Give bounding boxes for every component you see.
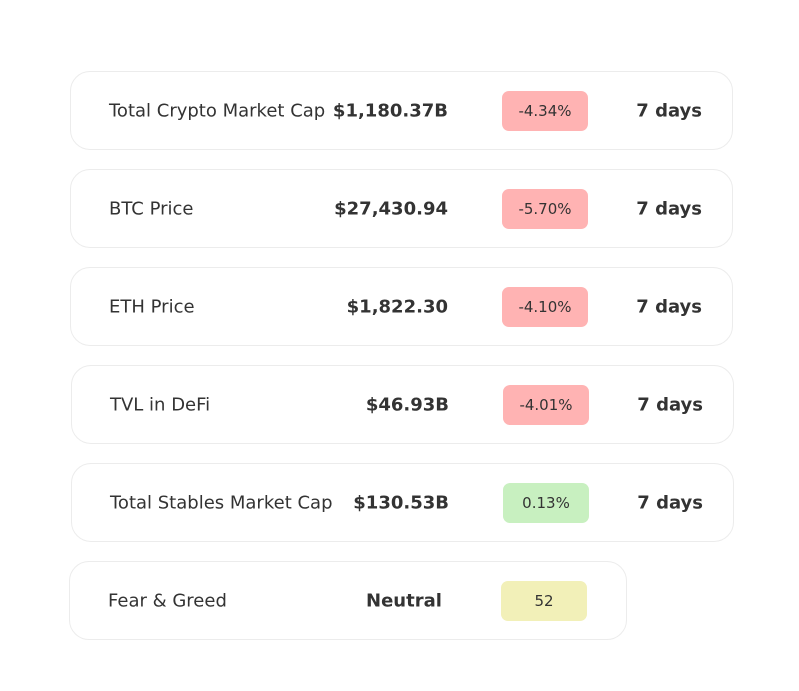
metric-value: $130.53B [353,492,449,513]
metric-card-btc-price: BTC Price $27,430.94 -5.70% 7 days [70,169,733,248]
metric-card-eth-price: ETH Price $1,822.30 -4.10% 7 days [70,267,733,346]
fear-greed-status: Neutral [366,590,442,611]
metric-card-tvl-in-defi: TVL in DeFi $46.93B -4.01% 7 days [71,365,734,444]
change-badge: -4.34% [502,90,588,131]
change-badge: -5.70% [502,188,588,229]
fear-greed-card: Fear & Greed Neutral 52 [69,561,627,640]
fear-greed-score-badge: 52 [501,580,587,621]
change-badge: 0.13% [503,482,589,523]
metric-label: ETH Price [109,296,195,317]
metric-card-total-stables-market-cap: Total Stables Market Cap $130.53B 0.13% … [71,463,734,542]
change-badge: -4.10% [502,286,588,327]
metric-card-total-crypto-market-cap: Total Crypto Market Cap $1,180.37B -4.34… [70,71,733,150]
change-badge: -4.01% [503,384,589,425]
metric-value: $1,822.30 [346,296,448,317]
period-label: 7 days [637,394,703,415]
period-label: 7 days [636,198,702,219]
metric-label: Total Crypto Market Cap [109,100,326,121]
period-label: 7 days [636,100,702,121]
metric-value: $27,430.94 [334,198,448,219]
metric-value: $1,180.37B [332,100,448,121]
metric-label: BTC Price [109,198,194,219]
metric-label: Total Stables Market Cap [110,492,333,513]
period-label: 7 days [637,492,703,513]
metric-value: $46.93B [365,394,449,415]
period-label: 7 days [636,296,702,317]
fear-greed-label: Fear & Greed [108,590,227,611]
metric-label: TVL in DeFi [110,394,211,415]
